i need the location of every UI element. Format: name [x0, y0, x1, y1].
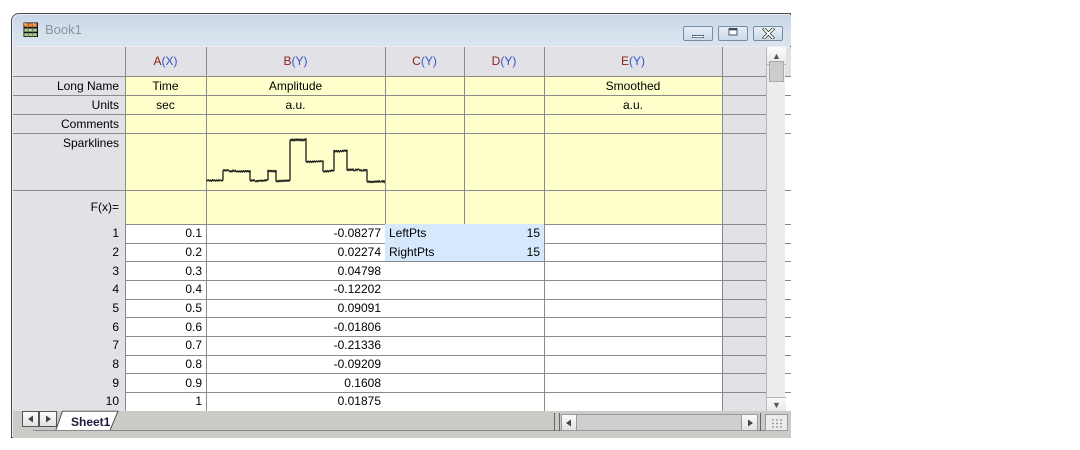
svg-text:Sheet1: Sheet1: [71, 415, 111, 429]
